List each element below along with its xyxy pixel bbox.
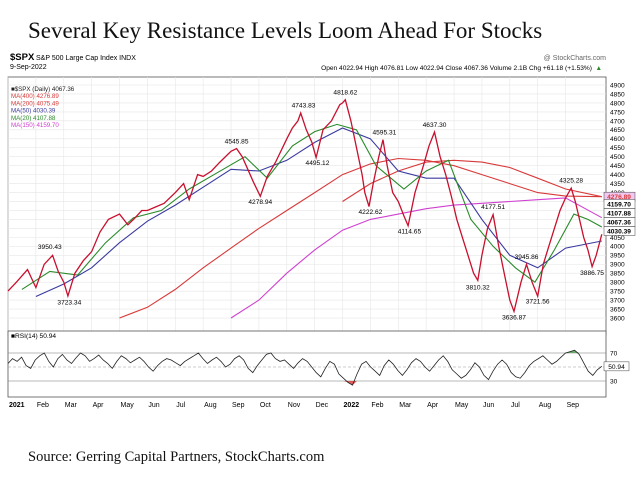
price-annotation: 3886.75 — [580, 270, 604, 277]
rsi-month-label: Oct — [260, 402, 271, 409]
price-annotation: 4222.62 — [359, 209, 383, 216]
price-annotation: 4818.62 — [333, 89, 357, 96]
price-tick-label: 4400 — [610, 172, 625, 179]
price-tick-label: 3800 — [610, 280, 625, 287]
legend-entry: MA(150) 4159.70 — [11, 122, 59, 129]
rsi-month-label: Apr — [93, 402, 105, 409]
price-tick-label: 4000 — [610, 244, 625, 251]
price-annotation: 4114.65 — [398, 228, 422, 235]
rsi-month-label: Jun — [148, 402, 159, 409]
chart-date: 9-Sep-2022 — [10, 64, 47, 71]
price-annotation: 3945.86 — [515, 254, 539, 261]
price-annotation: 3723.34 — [57, 300, 81, 307]
rsi-month-label: Jul — [176, 402, 185, 409]
value-badge: 4030.39 — [607, 229, 631, 236]
price-tick-label: 4650 — [610, 127, 625, 134]
price-tick-label: 4500 — [610, 154, 625, 161]
price-chart: $SPX S&P 500 Large Cap Index INDX 9-Sep-20… — [7, 52, 636, 409]
price-panel-frame — [7, 76, 607, 336]
price-annotation: 4325.28 — [559, 178, 583, 185]
price-annotation: 4278.94 — [248, 199, 272, 206]
rsi-month-label: 2021 — [9, 402, 25, 409]
rsi-month-label: Sep — [232, 402, 245, 409]
price-tick-label: 4350 — [610, 181, 625, 188]
price-annotation: 4495.12 — [306, 160, 330, 167]
rsi-month-label: 2022 — [344, 402, 360, 409]
price-annotation: 4595.31 — [372, 129, 396, 136]
chart-watermark: @ StockCharts.com — [544, 55, 607, 62]
series-line-ma-150 — [230, 197, 603, 319]
price-tick-label: 3650 — [610, 306, 625, 313]
price-annotation: 3950.43 — [38, 244, 62, 251]
price-tick-label: 4900 — [610, 82, 625, 89]
price-tick-label: 4750 — [610, 109, 625, 116]
rsi-month-label: May — [455, 402, 469, 409]
headline: Several Key Resistance Levels Loom Ahead… — [28, 18, 543, 43]
rsi-value-badge: 50.94 — [608, 364, 625, 371]
price-annotation: 4545.85 — [225, 138, 249, 145]
price-annotation: 3810.32 — [466, 284, 490, 291]
price-tick-label: 4600 — [610, 136, 625, 143]
price-tick-label: 4700 — [610, 118, 625, 125]
value-badge: 4067.36 — [607, 220, 631, 227]
rsi-month-label: Sep — [567, 402, 580, 409]
value-badge: 4159.70 — [607, 202, 631, 209]
price-annotation: 3636.87 — [502, 314, 526, 321]
price-tick-label: 3950 — [610, 253, 625, 260]
price-tick-label: 4450 — [610, 163, 625, 170]
price-tick-label: 3850 — [610, 271, 625, 278]
rsi-label: ■RSI(14) 50.94 — [11, 333, 56, 340]
rsi-month-label: Aug — [204, 402, 217, 409]
price-annotation: 4743.83 — [292, 102, 316, 109]
source-caption: Source: Gerring Capital Partners, StockC… — [28, 449, 325, 465]
rsi-month-label: Feb — [37, 402, 49, 409]
series-line-spx — [7, 98, 603, 314]
series-line-ma-400 — [342, 159, 602, 202]
price-tick-label: 4550 — [610, 145, 625, 152]
price-annotation: 3721.56 — [526, 299, 550, 306]
rsi-month-label: May — [121, 402, 135, 409]
rsi-month-label: Dec — [316, 402, 329, 409]
chart-symbol: $SPX — [10, 52, 35, 63]
rsi-month-label: Jul — [511, 402, 520, 409]
price-annotation: 4637.30 — [423, 122, 447, 129]
value-badge: 4276.89 — [607, 194, 631, 201]
rsi-month-label: Mar — [65, 402, 78, 409]
rsi-value-badge-box — [603, 361, 630, 372]
price-tick-label: 4850 — [610, 91, 625, 98]
series-line-ma-50 — [35, 127, 602, 298]
chart-index-name: S&P 500 Large Cap Index INDX — [36, 55, 136, 62]
rsi-month-label: Jun — [483, 402, 494, 409]
price-tick-label: 4050 — [610, 235, 625, 242]
rsi-month-label: Mar — [399, 402, 412, 409]
price-tick-label: 3700 — [610, 298, 625, 305]
legend-entry: MA(50) 4030.39 — [11, 108, 56, 115]
price-tick-label: 3600 — [610, 315, 625, 322]
rsi-month-label: Apr — [427, 402, 439, 409]
price-tick-label: 4800 — [610, 100, 625, 107]
legend-entry: MA(400) 4276.89 — [11, 93, 59, 100]
value-badge: 4107.88 — [607, 211, 631, 218]
legend-entry: MA(200) 4075.49 — [11, 100, 59, 107]
rsi-month-label: Nov — [288, 402, 301, 409]
chart-ohlc: Open 4022.94 High 4076.81 Low 4022.94 Cl… — [321, 65, 592, 72]
rsi-panel-frame — [7, 330, 607, 398]
legend-entry: MA(20) 4107.88 — [11, 115, 56, 122]
series-line-ma-200 — [119, 157, 602, 319]
price-tick-label: 3750 — [610, 289, 625, 296]
value-badge-box — [603, 226, 636, 236]
rsi-line — [7, 349, 603, 386]
rsi-tick-label: 30 — [610, 378, 618, 385]
rsi-month-label: Aug — [539, 402, 552, 409]
chart-change-arrow: ▲ — [595, 65, 602, 72]
price-tick-label: 3900 — [610, 262, 625, 269]
price-annotation: 4177.51 — [481, 204, 505, 211]
legend-entry: ■$SPX (Daily) 4067.36 — [11, 86, 75, 93]
rsi-month-label: Feb — [371, 402, 383, 409]
rsi-tick-label: 70 — [610, 350, 618, 357]
